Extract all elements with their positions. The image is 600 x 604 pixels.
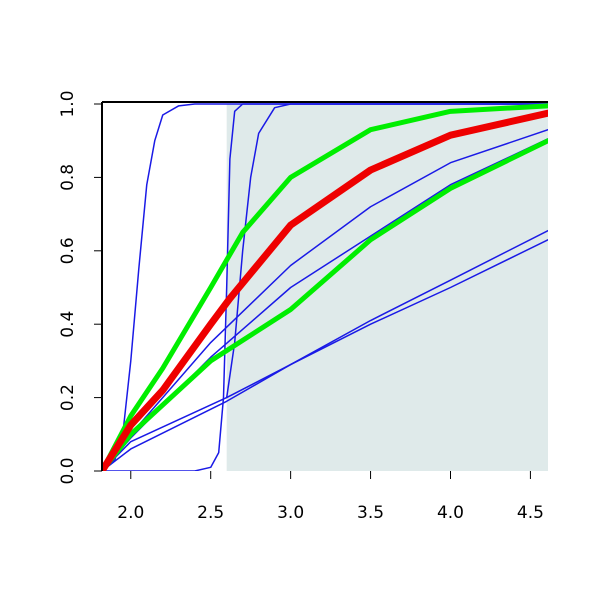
curve (102, 103, 548, 471)
curve (102, 103, 548, 471)
x-tick-label: 4.0 (437, 503, 464, 523)
curve (102, 109, 548, 471)
curve (225, 103, 548, 399)
x-tick-label: 4.5 (517, 503, 544, 523)
x-tick-label: 3.0 (277, 503, 304, 523)
curve (102, 138, 548, 471)
x-tick-label: 2.0 (117, 503, 144, 523)
y-tick-label: 0.8 (58, 164, 78, 191)
y-tick-label: 0.0 (58, 457, 78, 484)
y-tick-label: 0.6 (58, 237, 78, 264)
x-tick-label: 2.5 (197, 503, 224, 523)
lines (102, 103, 548, 471)
y-tick-label: 1.0 (58, 90, 78, 117)
y-tick-label: 0.4 (58, 311, 78, 338)
y-tick-label: 0.2 (58, 384, 78, 411)
curve (102, 239, 548, 471)
x-tick-label: 3.5 (357, 503, 384, 523)
